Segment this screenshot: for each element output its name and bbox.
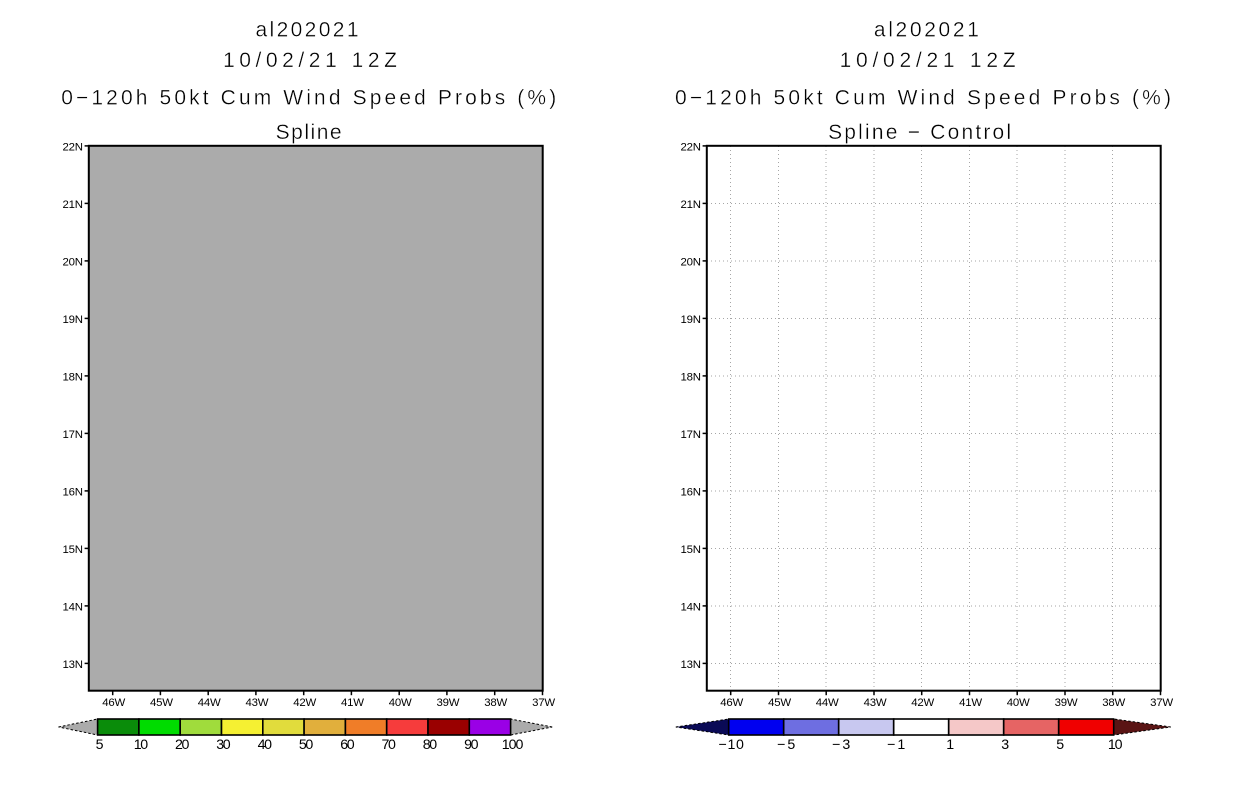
svg-text:39W: 39W bbox=[1055, 697, 1078, 709]
svg-text:40W: 40W bbox=[1007, 697, 1030, 709]
svg-text:42W: 42W bbox=[293, 697, 316, 709]
svg-text:20N: 20N bbox=[681, 257, 701, 269]
svg-text:18N: 18N bbox=[681, 372, 701, 384]
svg-text:40: 40 bbox=[258, 737, 273, 753]
svg-text:41W: 41W bbox=[341, 697, 364, 709]
svg-text:45W: 45W bbox=[150, 697, 173, 709]
svg-text:10/02/21 12Z: 10/02/21 12Z bbox=[223, 49, 397, 72]
svg-text:14N: 14N bbox=[681, 602, 701, 614]
svg-text:10/02/21 12Z: 10/02/21 12Z bbox=[840, 49, 1016, 72]
svg-text:20N: 20N bbox=[63, 257, 83, 269]
svg-text:10: 10 bbox=[1108, 737, 1123, 753]
svg-text:43W: 43W bbox=[245, 697, 268, 709]
svg-text:38W: 38W bbox=[1102, 697, 1125, 709]
svg-text:15N: 15N bbox=[681, 544, 701, 556]
svg-text:45W: 45W bbox=[768, 697, 791, 709]
svg-text:0−120h 50kt Cum Wind Speed Pro: 0−120h 50kt Cum Wind Speed Probs (%) bbox=[675, 87, 1171, 110]
svg-text:17N: 17N bbox=[63, 429, 83, 441]
svg-text:Spline: Spline bbox=[276, 121, 342, 144]
svg-text:16N: 16N bbox=[681, 487, 701, 499]
svg-text:14N: 14N bbox=[63, 602, 83, 614]
svg-text:19N: 19N bbox=[681, 314, 701, 326]
svg-text:10: 10 bbox=[134, 737, 149, 753]
svg-text:30: 30 bbox=[216, 737, 231, 753]
svg-text:43W: 43W bbox=[864, 697, 887, 709]
svg-text:0−120h 50kt Cum Wind Speed Pro: 0−120h 50kt Cum Wind Speed Probs (%) bbox=[61, 87, 556, 110]
svg-text:5: 5 bbox=[96, 737, 104, 753]
svg-text:21N: 21N bbox=[681, 199, 701, 211]
svg-text:Spline − Control: Spline − Control bbox=[828, 121, 1011, 144]
svg-text:41W: 41W bbox=[959, 697, 982, 709]
svg-text:22N: 22N bbox=[63, 142, 83, 154]
svg-text:46W: 46W bbox=[102, 697, 125, 709]
svg-text:3: 3 bbox=[1001, 737, 1009, 753]
svg-text:22N: 22N bbox=[681, 142, 701, 154]
svg-text:al202021: al202021 bbox=[874, 19, 979, 42]
svg-text:60: 60 bbox=[340, 737, 355, 753]
svg-text:50: 50 bbox=[299, 737, 314, 753]
svg-text:44W: 44W bbox=[198, 697, 221, 709]
svg-text:16N: 16N bbox=[63, 487, 83, 499]
svg-text:21N: 21N bbox=[63, 199, 83, 211]
svg-text:40W: 40W bbox=[389, 697, 412, 709]
svg-text:38W: 38W bbox=[484, 697, 507, 709]
svg-text:18N: 18N bbox=[63, 372, 83, 384]
svg-text:44W: 44W bbox=[816, 697, 839, 709]
svg-text:5: 5 bbox=[1056, 737, 1064, 753]
svg-text:70: 70 bbox=[382, 737, 397, 753]
svg-text:39W: 39W bbox=[436, 697, 459, 709]
svg-text:46W: 46W bbox=[720, 697, 743, 709]
svg-text:37W: 37W bbox=[532, 697, 555, 709]
svg-text:37W: 37W bbox=[1150, 697, 1173, 709]
svg-text:20: 20 bbox=[175, 737, 190, 753]
svg-text:17N: 17N bbox=[681, 429, 701, 441]
svg-text:13N: 13N bbox=[63, 659, 83, 671]
svg-text:15N: 15N bbox=[63, 544, 83, 556]
svg-text:90: 90 bbox=[464, 737, 479, 753]
svg-text:13N: 13N bbox=[681, 659, 701, 671]
svg-text:−10: −10 bbox=[719, 737, 745, 753]
svg-text:al202021: al202021 bbox=[256, 19, 359, 42]
svg-text:100: 100 bbox=[502, 737, 524, 753]
svg-text:19N: 19N bbox=[63, 314, 83, 326]
svg-text:1: 1 bbox=[946, 737, 954, 753]
svg-text:42W: 42W bbox=[911, 697, 934, 709]
svg-text:80: 80 bbox=[423, 737, 438, 753]
